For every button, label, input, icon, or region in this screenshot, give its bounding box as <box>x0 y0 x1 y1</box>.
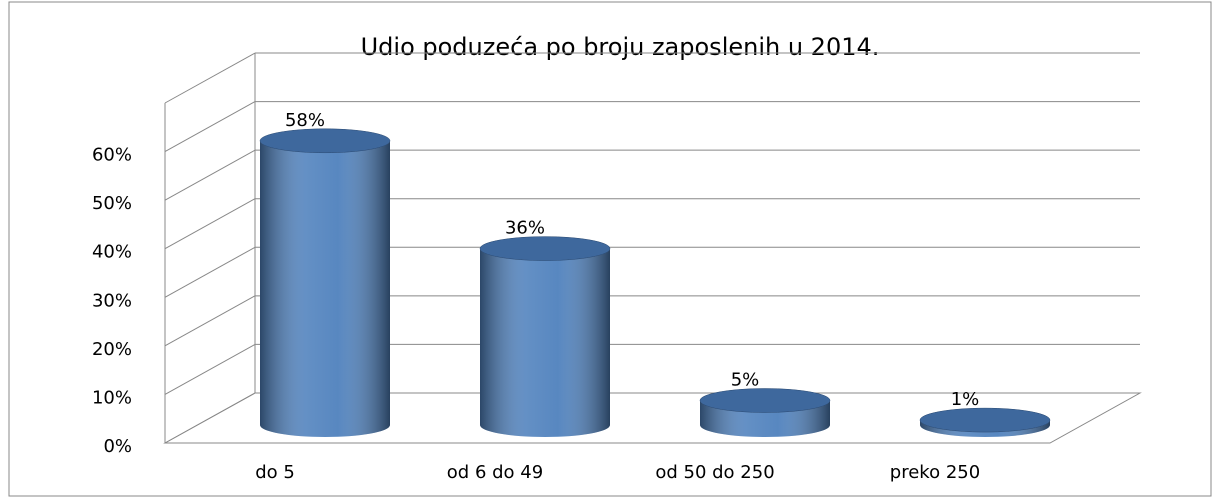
bar-top-shade <box>480 236 610 261</box>
value-label: 36% <box>505 218 545 239</box>
y-tick-label: 50% <box>92 193 132 214</box>
bar-shading <box>480 248 610 437</box>
grid-line <box>164 246 256 298</box>
bar-shading <box>920 420 1050 437</box>
grid-line <box>164 198 256 250</box>
grid-line <box>164 343 256 395</box>
bar-top <box>479 236 611 261</box>
grid-line <box>164 101 256 153</box>
bar-top <box>259 128 391 154</box>
value-label: 1% <box>951 389 980 410</box>
y-tick-label: 60% <box>92 145 132 166</box>
bar-top-shade <box>920 408 1050 433</box>
y-tick-label: 20% <box>92 339 132 360</box>
y-tick-label: 30% <box>92 290 132 311</box>
x-tick-label: preko 250 <box>890 462 980 483</box>
x-tick-label: od 50 do 250 <box>655 462 774 483</box>
wall-line <box>164 52 256 104</box>
x-tick-label: do 5 <box>255 462 295 483</box>
bar-top-shade <box>700 388 830 413</box>
value-label: 5% <box>731 370 760 391</box>
bar-top-shade <box>260 128 390 153</box>
chart-title: Udio poduzeća po broju zaposlenih u 2014… <box>361 33 880 61</box>
bar-shading <box>260 140 390 438</box>
y-tick-label: 10% <box>92 387 132 408</box>
bar-shading <box>700 400 830 437</box>
value-label: 58% <box>285 110 325 131</box>
grid-line <box>164 295 256 347</box>
y-tick-label: 40% <box>92 242 132 263</box>
grid-line <box>164 392 256 444</box>
grid-line <box>164 149 256 201</box>
bar-top <box>919 407 1051 433</box>
bar-top <box>699 388 831 413</box>
y-tick-label: 0% <box>103 436 132 457</box>
x-tick-label: od 6 do 49 <box>447 462 543 483</box>
